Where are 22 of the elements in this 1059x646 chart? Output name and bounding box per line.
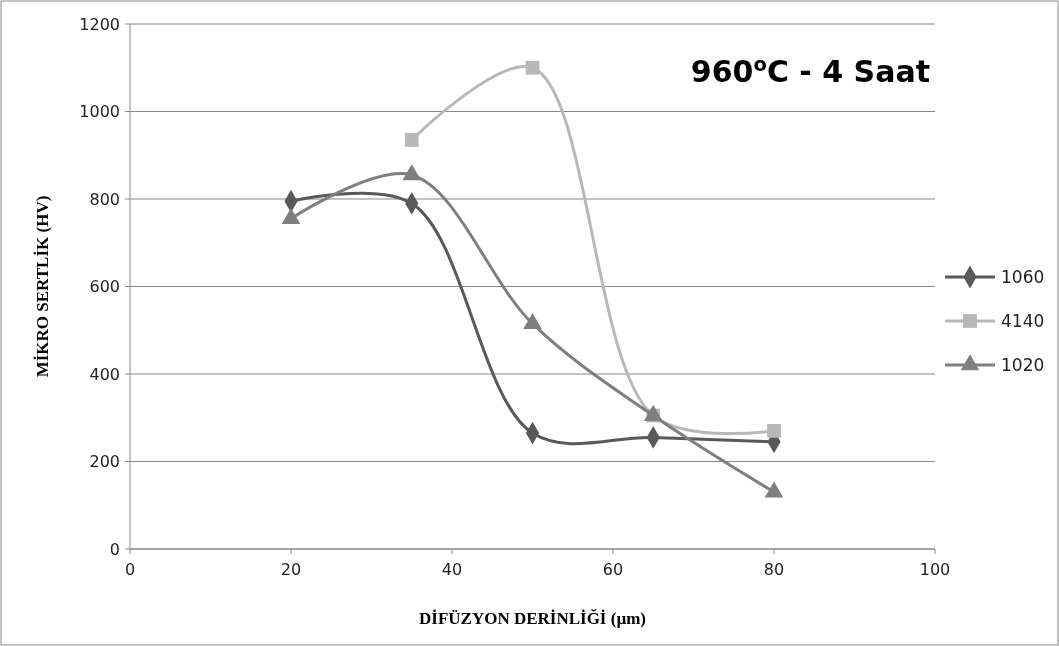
x-tick-label: 60	[602, 560, 624, 579]
y-tick-label: 1200	[79, 14, 120, 34]
x-tick-label: 100	[919, 560, 951, 579]
y-tick-label: 0	[109, 539, 120, 559]
legend-label: 4140	[1001, 310, 1045, 331]
x-tick-label: 20	[280, 560, 302, 579]
y-axis-title: MİKRO SERTLİK (HV)	[33, 195, 52, 378]
point	[525, 60, 540, 75]
y-tick-label: 600	[89, 277, 120, 297]
x-axis-title: DİFÜZYON DERİNLİĞİ (µm)	[418, 609, 647, 628]
legend-label: 1020	[1001, 354, 1045, 375]
x-tick-label: 80	[763, 560, 785, 579]
y-tick-label: 1000	[79, 102, 120, 122]
y-tick-label: 200	[89, 452, 120, 472]
point	[404, 133, 419, 147]
y-tick-label: 400	[89, 364, 120, 384]
legend-label: 1060	[1001, 266, 1045, 287]
x-tick-label: 40	[441, 560, 463, 579]
point	[767, 423, 781, 438]
y-tick-label: 800	[89, 189, 120, 209]
x-tick-label: 0	[124, 560, 136, 579]
text: 960$^{o}$C - 4 Saat	[690, 52, 930, 89]
